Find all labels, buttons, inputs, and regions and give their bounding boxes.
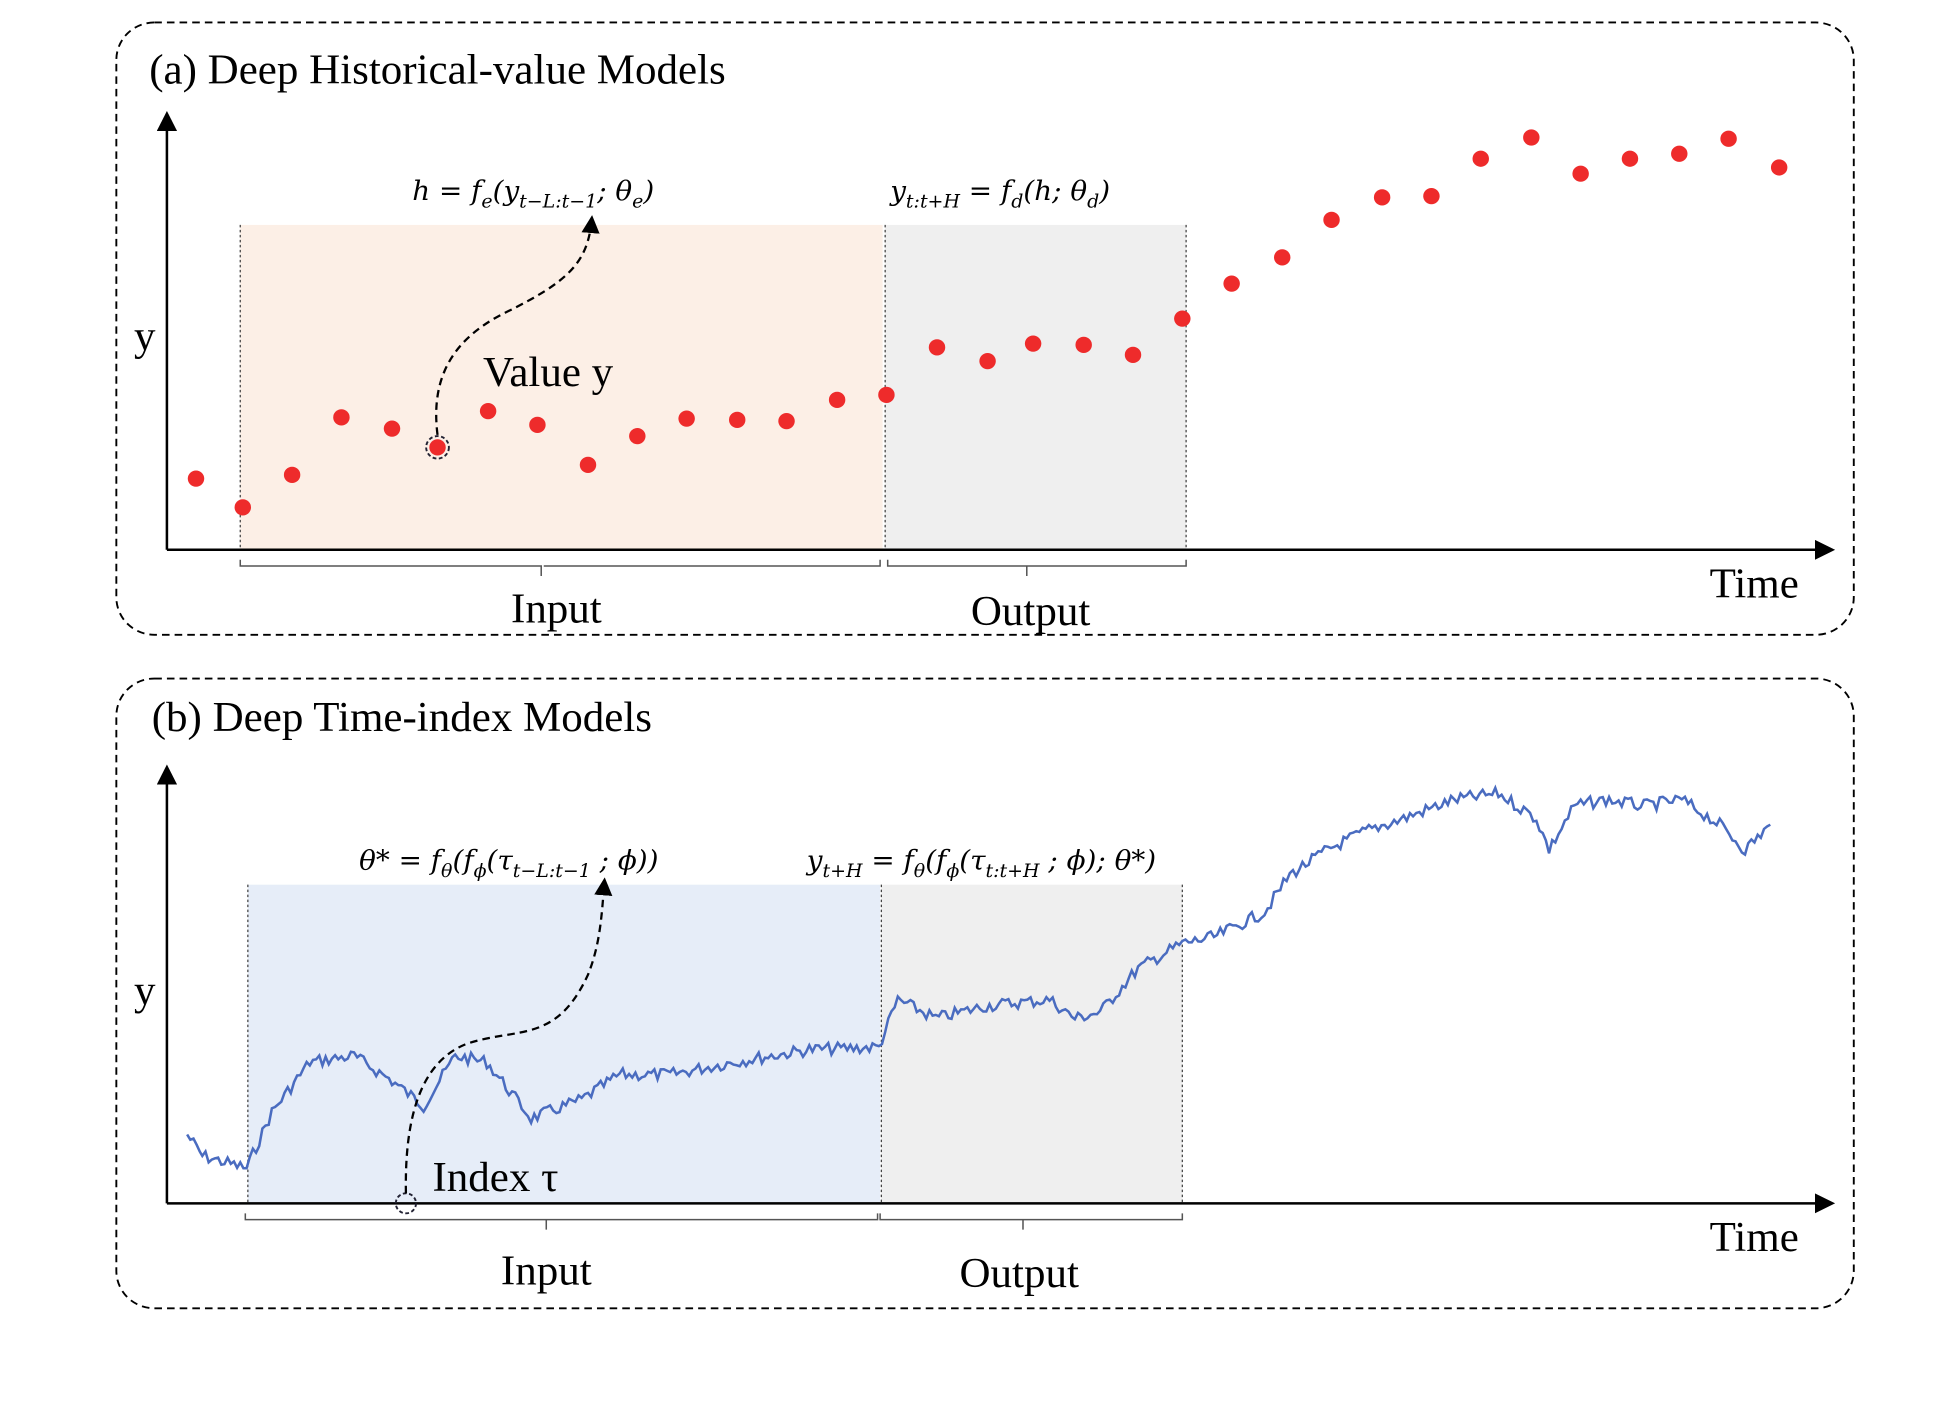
- formula-part: ; ϕ)): [591, 844, 659, 877]
- dot: [1373, 189, 1391, 206]
- formula-part: ϕ: [474, 861, 487, 882]
- brace: [239, 559, 1187, 577]
- formula-part: t−L:t−1: [519, 192, 597, 213]
- panel-a: (a) Deep Historical-value Models y Time …: [115, 21, 1855, 636]
- dot: [828, 391, 846, 408]
- output-label: Output: [971, 588, 1091, 635]
- panel-b: (b) Deep Time-index Models y Time Index …: [115, 677, 1855, 1310]
- dot: [1472, 150, 1489, 167]
- dot: [1075, 336, 1092, 353]
- arrow: [404, 877, 613, 1194]
- dot: [1770, 159, 1788, 176]
- arrow: [435, 215, 600, 435]
- dot: [429, 439, 446, 456]
- dot: [1720, 130, 1737, 147]
- y-label: y: [134, 968, 156, 1015]
- dot: [1621, 150, 1639, 167]
- dot: [1523, 129, 1540, 146]
- input-region: [247, 884, 881, 1204]
- formula-part: (τ: [487, 844, 514, 877]
- output-label: Output: [959, 1250, 1079, 1297]
- dot: [1274, 249, 1291, 266]
- formula-part: = f: [863, 844, 919, 877]
- formula-part: (h; θ: [1023, 174, 1087, 207]
- dot: [383, 420, 401, 437]
- panel-title: (a) Deep Historical-value Models: [149, 47, 726, 94]
- dot: [1024, 335, 1042, 352]
- panel-border: [115, 677, 1855, 1310]
- dot: [878, 386, 895, 403]
- formula-part: θ: [441, 861, 453, 882]
- dot: [1124, 346, 1142, 363]
- formula-part: (y: [493, 174, 520, 207]
- output-region: [881, 884, 1183, 1204]
- input-label: Input: [501, 1248, 592, 1295]
- x-label: Time: [1710, 561, 1799, 608]
- formula-part: t:t+H: [906, 192, 961, 213]
- dot: [1174, 310, 1191, 327]
- dot: [1572, 165, 1589, 182]
- formula-part: ): [642, 174, 654, 207]
- dot: [928, 339, 946, 356]
- dot: [1223, 275, 1240, 292]
- output-region: [885, 224, 1187, 550]
- formula-part: ϕ: [946, 861, 959, 882]
- formula: yt:t+H = fd(h; θd): [888, 174, 1110, 212]
- formula-part: θ: [914, 861, 926, 882]
- panel-title: (b) Deep Time-index Models: [152, 694, 652, 741]
- formula-part: ; θ: [596, 174, 632, 207]
- input-label: Input: [511, 586, 602, 633]
- formula-part: (τ: [959, 844, 986, 877]
- formula-part: y: [805, 844, 823, 877]
- dot: [333, 409, 350, 426]
- dot: [629, 427, 646, 445]
- dot: [778, 412, 795, 430]
- data-points: [187, 129, 1788, 516]
- y-label: y: [134, 313, 156, 360]
- formula-part: t:t+H: [986, 861, 1041, 882]
- x-label: Time: [1710, 1214, 1799, 1261]
- formula-part: y: [888, 174, 906, 207]
- formula: yt+H = fθ(fϕ(τt:t+H ; ϕ); θ*): [805, 844, 1156, 882]
- formula-part: e: [632, 192, 643, 213]
- annotation: Index τ: [432, 1154, 558, 1201]
- formula-part: ): [1098, 174, 1110, 207]
- dot: [678, 410, 695, 427]
- highlight-circle: [425, 435, 450, 460]
- dot: [579, 456, 597, 473]
- dot: [728, 411, 746, 428]
- dot: [283, 466, 301, 483]
- formula-part: t−L:t−1: [513, 861, 591, 882]
- dot: [1423, 188, 1440, 205]
- brace: [244, 1213, 1184, 1230]
- formula-part: d: [1087, 192, 1099, 213]
- dot: [187, 470, 205, 487]
- dot: [234, 499, 252, 516]
- panel-border: [115, 21, 1855, 636]
- formula-part: d: [1011, 192, 1023, 213]
- dot: [979, 353, 996, 370]
- time-series: [186, 784, 1771, 1171]
- annotation: Value y: [483, 349, 614, 396]
- dot: [479, 402, 497, 420]
- dot: [1323, 211, 1340, 229]
- formula-part: = f: [960, 174, 1016, 207]
- formula: θ* = fθ(fϕ(τt−L:t−1 ; ϕ)): [359, 844, 658, 882]
- formula: h = fe(yt−L:t−1; θe): [412, 174, 654, 212]
- formula-part: ; ϕ); θ*): [1040, 844, 1157, 877]
- formula-part: t+H: [822, 861, 863, 882]
- dot: [529, 416, 546, 433]
- formula-part: θ* = f: [359, 844, 446, 877]
- formula-part: h = f: [412, 174, 486, 207]
- dot: [1671, 145, 1688, 162]
- formula-part: e: [481, 192, 492, 213]
